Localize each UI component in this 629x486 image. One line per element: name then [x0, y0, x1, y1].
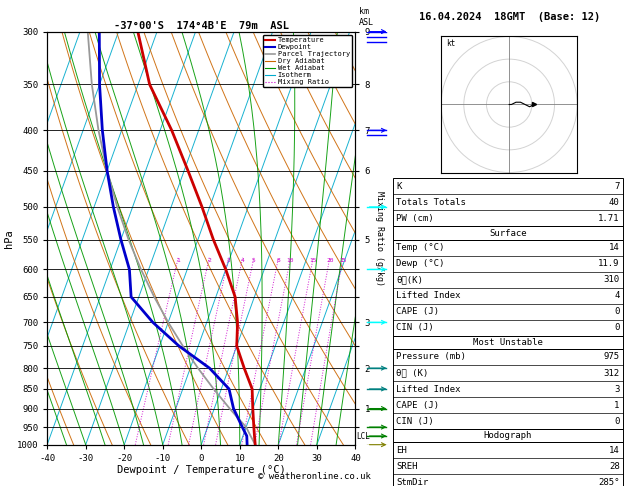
Y-axis label: hPa: hPa [4, 229, 14, 247]
Text: LCL: LCL [356, 432, 370, 440]
Text: 310: 310 [603, 275, 620, 284]
Text: Temp (°C): Temp (°C) [396, 243, 445, 252]
Text: 2: 2 [208, 258, 211, 263]
Text: 3: 3 [614, 384, 620, 394]
Text: 285°: 285° [598, 478, 620, 486]
Y-axis label: Mixing Ratio (g/kg): Mixing Ratio (g/kg) [375, 191, 384, 286]
Text: 0: 0 [614, 307, 620, 316]
Text: StmDir: StmDir [396, 478, 428, 486]
Text: θᴇ(K): θᴇ(K) [396, 275, 423, 284]
Text: 8: 8 [277, 258, 281, 263]
Text: kt: kt [446, 38, 455, 48]
Text: Surface: Surface [489, 228, 526, 238]
Text: 4: 4 [614, 291, 620, 300]
Text: 25: 25 [339, 258, 347, 263]
Text: Dewp (°C): Dewp (°C) [396, 259, 445, 268]
Text: CAPE (J): CAPE (J) [396, 307, 439, 316]
Text: θᴇ (K): θᴇ (K) [396, 368, 428, 378]
Text: 16.04.2024  18GMT  (Base: 12): 16.04.2024 18GMT (Base: 12) [419, 12, 600, 22]
Text: 1: 1 [176, 258, 180, 263]
Text: 7: 7 [614, 182, 620, 191]
Text: EH: EH [396, 446, 407, 455]
Text: 4: 4 [241, 258, 245, 263]
Text: 11.9: 11.9 [598, 259, 620, 268]
Text: K: K [396, 182, 402, 191]
Text: Lifted Index: Lifted Index [396, 291, 461, 300]
Text: SREH: SREH [396, 462, 418, 471]
Text: 1.71: 1.71 [598, 214, 620, 223]
Text: 5: 5 [252, 258, 256, 263]
Text: 14: 14 [609, 446, 620, 455]
Text: 3: 3 [226, 258, 230, 263]
Text: Lifted Index: Lifted Index [396, 384, 461, 394]
Text: 1: 1 [614, 400, 620, 410]
Text: 312: 312 [603, 368, 620, 378]
Text: 0: 0 [614, 417, 620, 426]
Text: PW (cm): PW (cm) [396, 214, 434, 223]
X-axis label: Dewpoint / Temperature (°C): Dewpoint / Temperature (°C) [117, 466, 286, 475]
Text: 20: 20 [326, 258, 333, 263]
Text: 28: 28 [609, 462, 620, 471]
Text: CAPE (J): CAPE (J) [396, 400, 439, 410]
Legend: Temperature, Dewpoint, Parcel Trajectory, Dry Adiabat, Wet Adiabat, Isotherm, Mi: Temperature, Dewpoint, Parcel Trajectory… [263, 35, 352, 87]
Title: -37°00'S  174°4B'E  79m  ASL: -37°00'S 174°4B'E 79m ASL [114, 21, 289, 31]
Text: Most Unstable: Most Unstable [473, 338, 543, 347]
Text: CIN (J): CIN (J) [396, 417, 434, 426]
Text: 0: 0 [614, 323, 620, 332]
Text: Totals Totals: Totals Totals [396, 198, 466, 207]
Text: km
ASL: km ASL [359, 7, 374, 27]
Text: 15: 15 [309, 258, 317, 263]
Text: Pressure (mb): Pressure (mb) [396, 352, 466, 362]
Text: Hodograph: Hodograph [484, 431, 532, 440]
Text: 10: 10 [287, 258, 294, 263]
Text: © weatheronline.co.uk: © weatheronline.co.uk [258, 472, 371, 481]
Text: 40: 40 [609, 198, 620, 207]
Text: 14: 14 [609, 243, 620, 252]
Text: CIN (J): CIN (J) [396, 323, 434, 332]
Text: 975: 975 [603, 352, 620, 362]
